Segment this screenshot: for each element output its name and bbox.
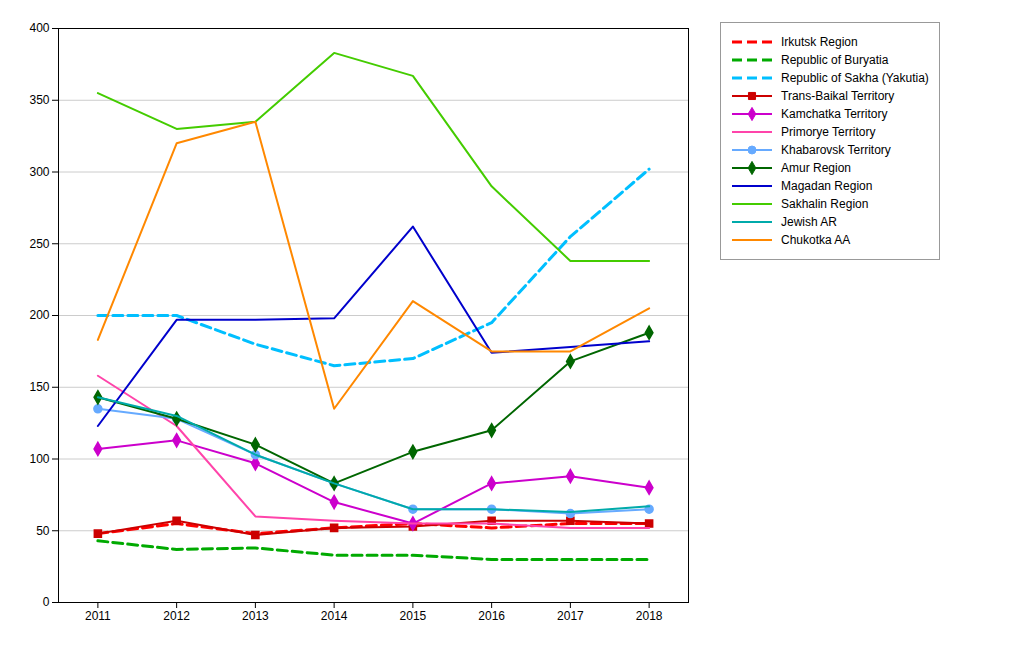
- svg-text:300: 300: [29, 165, 49, 179]
- svg-text:2014: 2014: [321, 609, 348, 623]
- svg-text:2012: 2012: [163, 609, 190, 623]
- svg-text:100: 100: [29, 452, 49, 466]
- html-text:Primorye Territory: Primorye Territory: [781, 125, 876, 139]
- html-text:Kamchatka Territory: Kamchatka Territory: [781, 107, 888, 121]
- html-text:Khabarovsk Territory: Khabarovsk Territory: [781, 143, 891, 157]
- svg-text:2018: 2018: [636, 609, 663, 623]
- svg-text:350: 350: [29, 93, 49, 107]
- svg-text:150: 150: [29, 380, 49, 394]
- html-text:Chukotka AA: Chukotka AA: [781, 233, 851, 247]
- html-text:Irkutsk Region: Irkutsk Region: [781, 35, 858, 49]
- svg-text:0: 0: [43, 595, 50, 609]
- svg-text:2015: 2015: [400, 609, 427, 623]
- svg-text:2013: 2013: [242, 609, 269, 623]
- svg-text:250: 250: [29, 237, 49, 251]
- html-text:Sakhalin Region: Sakhalin Region: [781, 197, 869, 211]
- svg-text:2016: 2016: [478, 609, 505, 623]
- html-text:Trans-Baikal Territory: Trans-Baikal Territory: [781, 89, 895, 103]
- html-text:Republic of Sakha (Yakutia): Republic of Sakha (Yakutia): [781, 71, 929, 85]
- html-text:Jewish AR: Jewish AR: [781, 215, 837, 229]
- svg-text:2017: 2017: [557, 609, 584, 623]
- html-text:Republic of Buryatia: Republic of Buryatia: [781, 53, 889, 67]
- svg-text:400: 400: [29, 21, 49, 35]
- html-text:Amur Region: Amur Region: [781, 161, 851, 175]
- svg-text:2011: 2011: [85, 609, 111, 623]
- svg-text:50: 50: [36, 524, 50, 538]
- html-text:Magadan Region: Magadan Region: [781, 179, 873, 193]
- svg-text:200: 200: [29, 308, 49, 322]
